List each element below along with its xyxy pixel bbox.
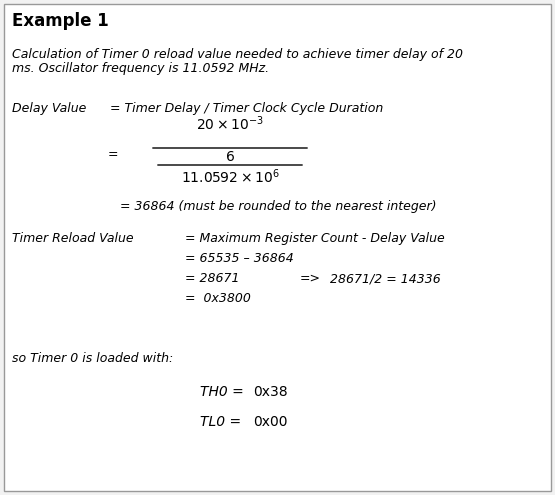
Text: Calculation of Timer 0 reload value needed to achieve timer delay of 20: Calculation of Timer 0 reload value need… (12, 48, 463, 61)
Text: =  0x3800: = 0x3800 (185, 292, 251, 305)
Text: 6: 6 (225, 150, 234, 164)
Text: = Timer Delay / Timer Clock Cycle Duration: = Timer Delay / Timer Clock Cycle Durati… (110, 102, 384, 115)
Text: Example 1: Example 1 (12, 12, 109, 30)
Text: = 65535 – 36864: = 65535 – 36864 (185, 252, 294, 265)
Text: $20\times10^{-3}$: $20\times10^{-3}$ (196, 114, 264, 133)
Text: TL0 =: TL0 = (200, 415, 241, 429)
Text: $11.0592\times10^{6}$: $11.0592\times10^{6}$ (180, 167, 279, 186)
Text: = Maximum Register Count - Delay Value: = Maximum Register Count - Delay Value (185, 232, 445, 245)
Text: = 36864 (must be rounded to the nearest integer): = 36864 (must be rounded to the nearest … (120, 200, 436, 213)
Text: =: = (108, 148, 119, 161)
Text: ms. Oscillator frequency is 11.0592 MHz.: ms. Oscillator frequency is 11.0592 MHz. (12, 62, 269, 75)
FancyBboxPatch shape (4, 4, 551, 491)
Text: TH0 =: TH0 = (200, 385, 244, 399)
Text: 28671/2 = 14336: 28671/2 = 14336 (330, 272, 441, 285)
Text: so Timer 0 is loaded with:: so Timer 0 is loaded with: (12, 352, 173, 365)
Text: Timer Reload Value: Timer Reload Value (12, 232, 134, 245)
Text: = 28671: = 28671 (185, 272, 240, 285)
Text: 0x38: 0x38 (253, 385, 287, 399)
Text: 0x00: 0x00 (253, 415, 287, 429)
Text: =>: => (300, 272, 321, 285)
Text: Delay Value: Delay Value (12, 102, 87, 115)
